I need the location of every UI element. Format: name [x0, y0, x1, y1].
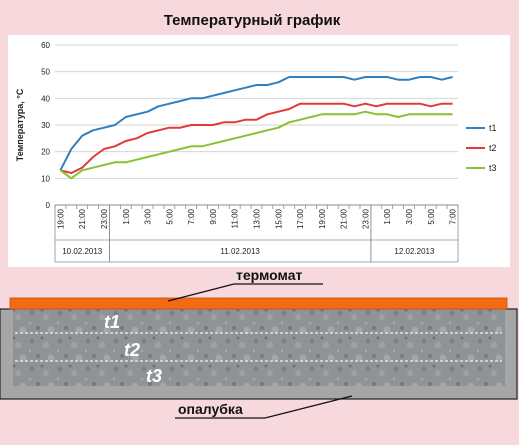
y-tick-label: 10 [41, 174, 50, 183]
date-group-label: 11.02.2013 [220, 247, 260, 256]
date-group-label: 10.02.2013 [62, 247, 103, 256]
layer-label-t2: t2 [124, 340, 140, 360]
series-line-t3 [59, 110, 453, 180]
pointer-thermomat [167, 283, 235, 302]
x-tick-label: 21:00 [340, 208, 349, 229]
legend-label-t2: t2 [489, 143, 497, 153]
x-tick-label: 3:00 [144, 208, 153, 224]
y-tick-label: 50 [41, 68, 50, 77]
layer-label-t1: t1 [104, 312, 120, 332]
legend-label-t3: t3 [489, 163, 497, 173]
series-line-t1 [59, 76, 453, 171]
x-tick-label: 19:00 [56, 208, 65, 229]
chart-title: Температурный график [164, 12, 341, 29]
x-tick-label: 7:00 [187, 208, 196, 224]
x-tick-label: 3:00 [405, 208, 414, 224]
x-tick-label: 19:00 [318, 208, 327, 229]
y-tick-label: 60 [41, 41, 50, 50]
x-tick-label: 23:00 [100, 208, 109, 229]
x-tick-label: 13:00 [253, 208, 262, 229]
y-axis-label: Температура, °C [15, 88, 25, 161]
series-line-t2 [60, 102, 453, 174]
slab-diagram: t1 t2 t3 термомат опалубка [0, 267, 518, 419]
y-tick-label: 20 [41, 148, 50, 157]
concrete-slab [13, 309, 505, 386]
y-tick-label: 40 [41, 94, 50, 103]
x-tick-label: 9:00 [209, 208, 218, 224]
x-tick-label: 21:00 [78, 208, 87, 229]
label-thermomat: термомат [236, 267, 303, 283]
x-tick-label: 5:00 [427, 208, 436, 224]
label-formwork: опалубка [178, 401, 243, 417]
plot-background [8, 35, 510, 267]
y-tick-label: 0 [46, 201, 51, 210]
x-tick-label: 11:00 [231, 208, 240, 228]
x-tick-label: 5:00 [165, 208, 174, 224]
pointer-formwork [264, 395, 353, 419]
date-group-label: 12.02.2013 [394, 247, 435, 256]
x-tick-label: 1:00 [383, 208, 392, 224]
x-tick-label: 23:00 [361, 208, 370, 229]
x-tick-label: 15:00 [274, 208, 283, 229]
layer-label-t3: t3 [146, 366, 162, 386]
x-tick-label: 17:00 [296, 208, 305, 229]
x-tick-label: 1:00 [122, 208, 131, 224]
thermomat [9, 297, 508, 310]
x-tick-label: 7:00 [449, 208, 458, 224]
chart-area: 0 10 20 30 40 50 60 19:00 21:00 23:00 1:00 3:00 5:00… [41, 41, 497, 263]
y-tick-label: 30 [41, 121, 50, 130]
legend-label-t1: t1 [489, 123, 497, 133]
